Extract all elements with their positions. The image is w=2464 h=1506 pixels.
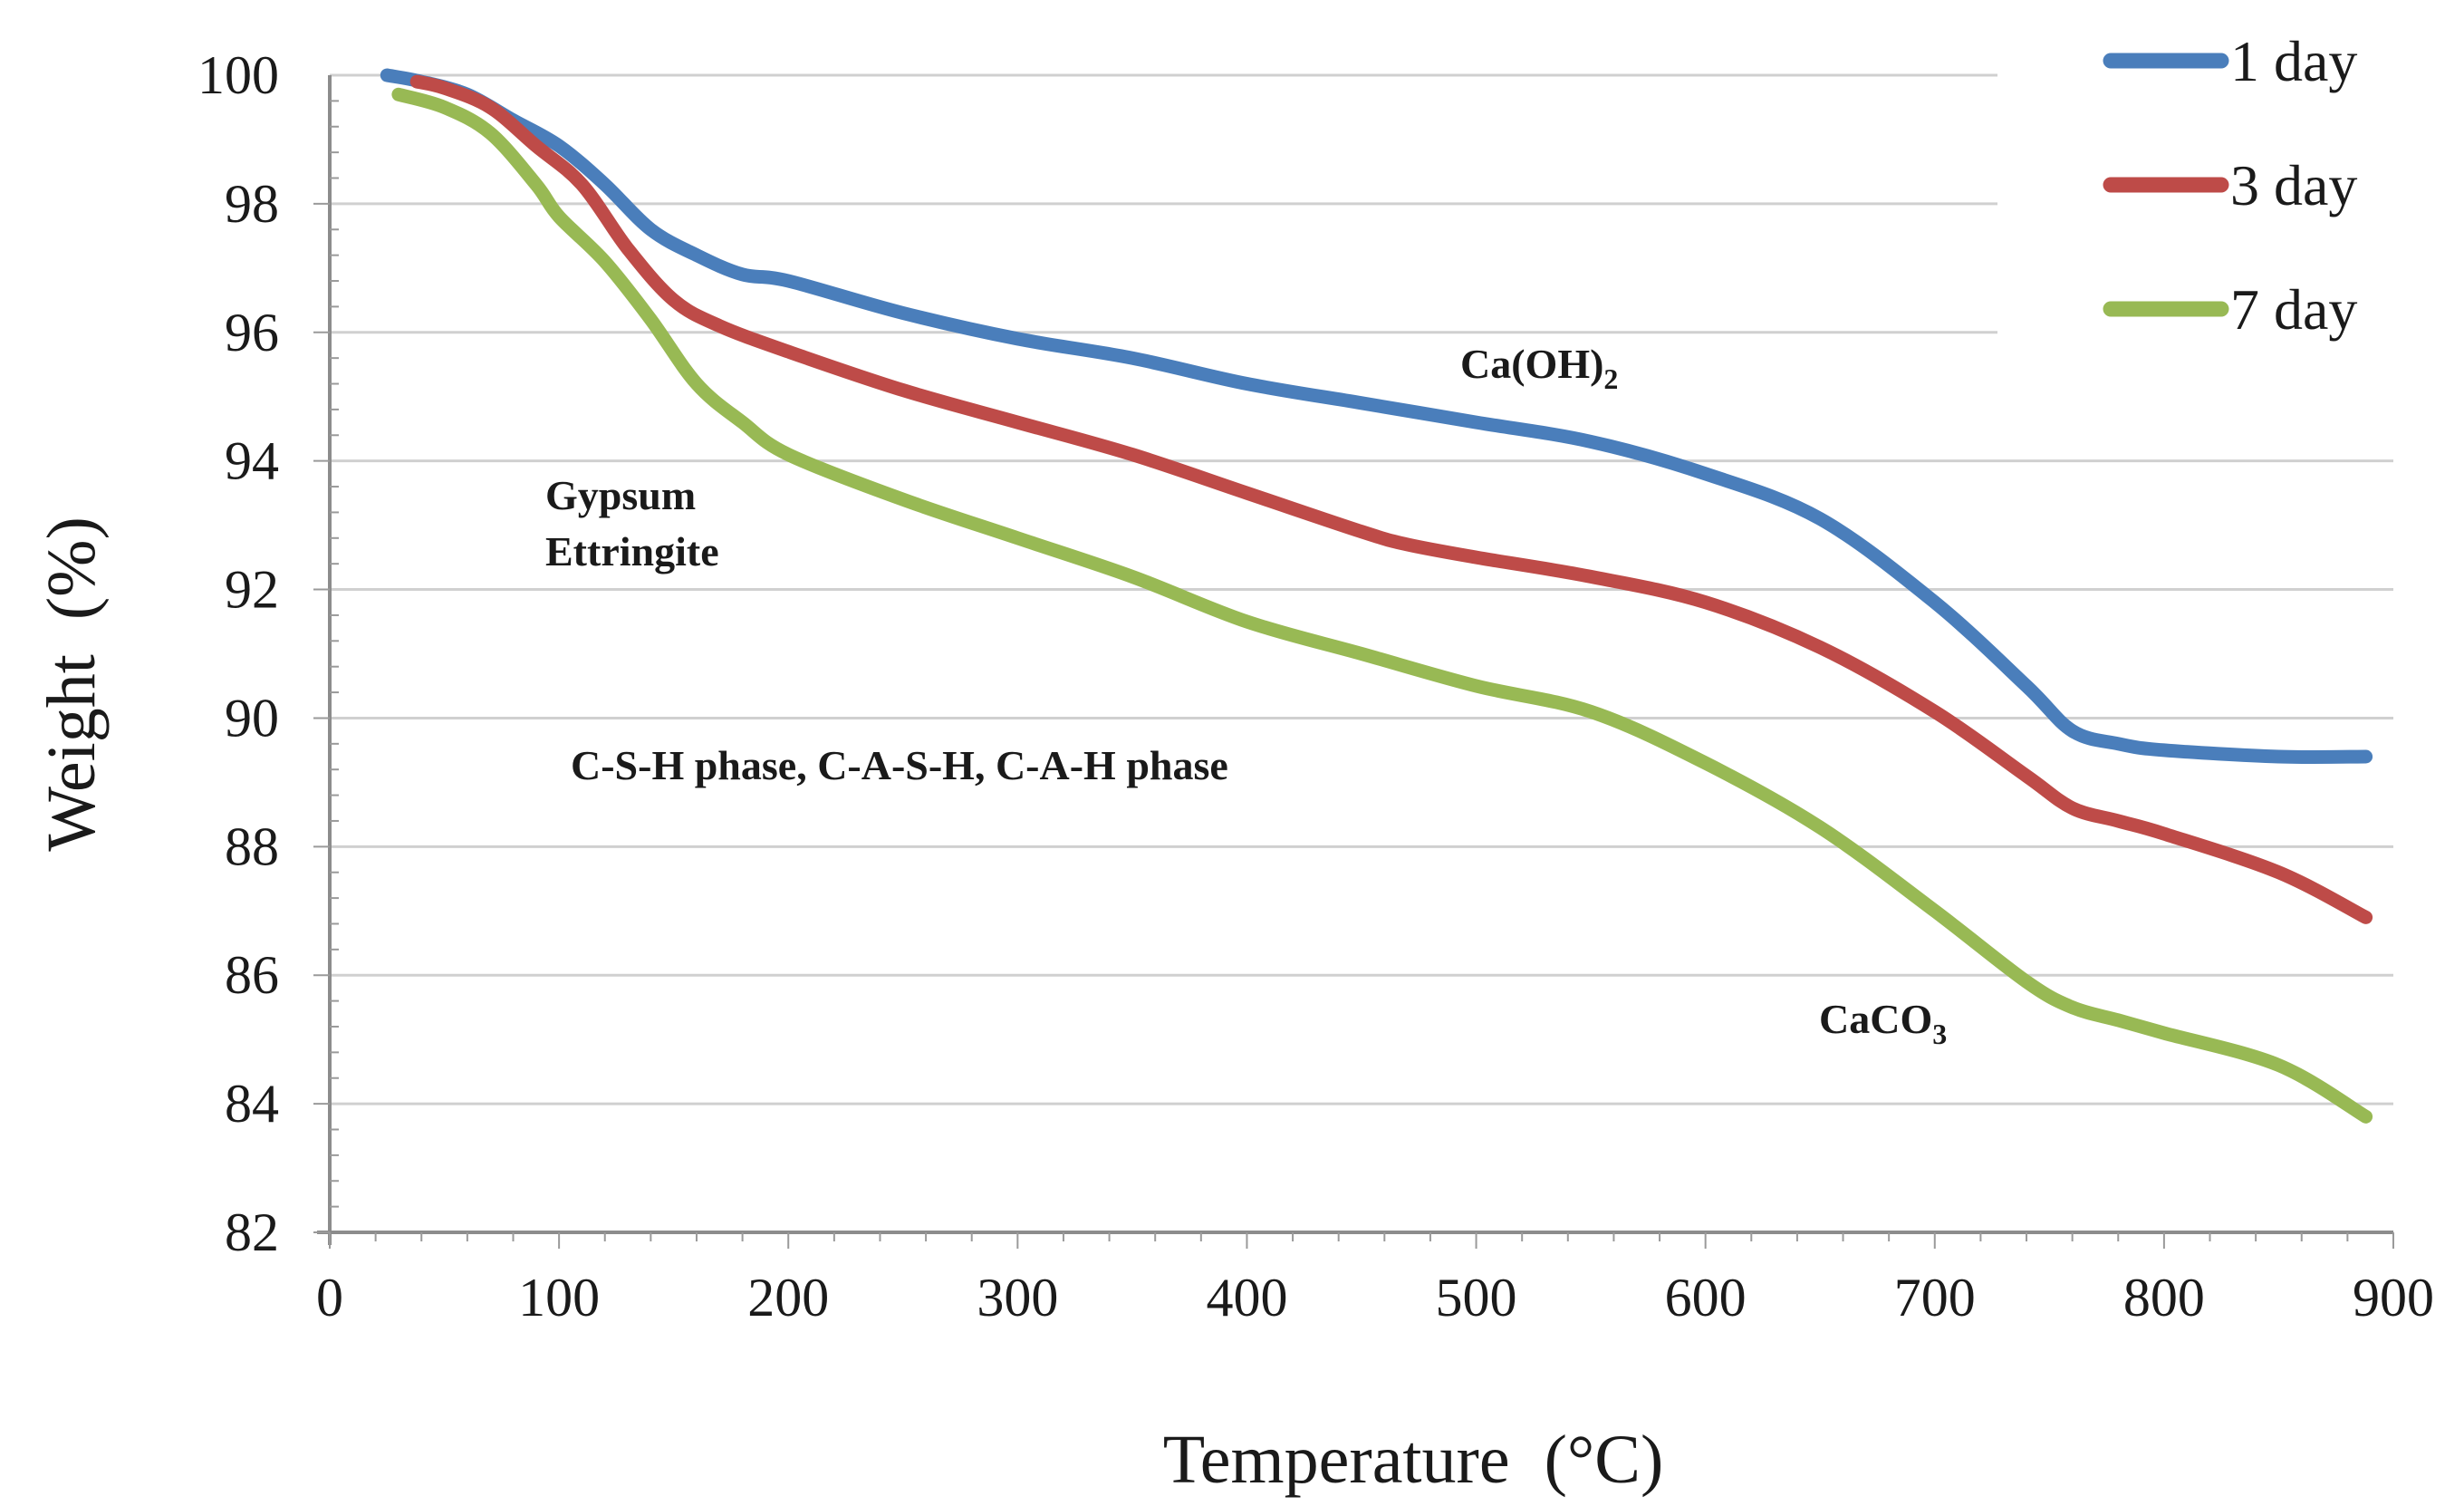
y-tick-label: 90 — [225, 688, 279, 748]
series-line-3-day — [409, 74, 2373, 924]
x-tick-label: 500 — [1436, 1268, 1517, 1327]
series-line-1-day — [380, 68, 2373, 765]
x-tick-label: 600 — [1665, 1268, 1747, 1327]
annotation-caoh2-text: Ca(OH) — [1460, 341, 1603, 387]
annotation-caoh2: Ca(OH)2 — [1460, 341, 1618, 395]
annotation-caco3: CaCO3 — [1819, 996, 1947, 1050]
x-tick-label: 800 — [2123, 1268, 2205, 1327]
annotation-ettringite: Ettringite — [545, 528, 719, 574]
y-tick-label: 92 — [225, 560, 279, 620]
gridlines — [330, 73, 2393, 1105]
annotation-caco3-sub: 3 — [1932, 1018, 1947, 1050]
annotation-caco3-text: CaCO — [1819, 996, 1932, 1042]
y-tick-label: 96 — [225, 303, 279, 362]
axes — [317, 75, 2393, 1245]
x-tick-label: 100 — [518, 1268, 600, 1327]
x-tick-label: 200 — [747, 1268, 829, 1327]
series-lines — [380, 68, 2373, 1124]
x-axis-title: Temperature (°C) — [1163, 1422, 1664, 1498]
series-line-7-day — [391, 87, 2373, 1124]
y-tick-label: 84 — [225, 1074, 279, 1134]
x-tick-label: 900 — [2353, 1268, 2434, 1327]
annotations: Ca(OH)2 Gypsum Ettringite C-S-H phase, C… — [545, 341, 1947, 1050]
minor-ticks — [313, 100, 2394, 1249]
x-tick-label: 0 — [316, 1268, 343, 1327]
legend: 1 day 3 day 7 day — [2103, 29, 2357, 342]
y-axis-title: Weight (%) — [34, 516, 110, 852]
y-tick-label: 86 — [225, 945, 279, 1005]
annotation-caoh2-sub: 2 — [1603, 362, 1618, 395]
x-tick-labels: 0 100 200 300 400 500 600 700 800 900 — [316, 1268, 2434, 1327]
x-tick-label: 700 — [1894, 1268, 1976, 1327]
legend-label-3-day: 3 day — [2230, 153, 2357, 217]
legend-label-1-day: 1 day — [2230, 29, 2357, 93]
x-tick-label: 300 — [977, 1268, 1058, 1327]
annotation-gypsum: Gypsum — [545, 472, 696, 518]
y-tick-label: 82 — [225, 1202, 279, 1262]
y-tick-label: 100 — [197, 45, 279, 105]
y-tick-label: 94 — [225, 431, 279, 491]
y-tick-label: 98 — [225, 174, 279, 234]
y-tick-label: 88 — [225, 816, 279, 876]
x-tick-label: 400 — [1206, 1268, 1287, 1327]
y-tick-labels: 82 84 86 88 90 92 94 96 98 100 — [197, 45, 279, 1262]
legend-label-7-day: 7 day — [2230, 277, 2357, 342]
annotation-csh-phase: C-S-H phase, C-A-S-H, C-A-H phase — [571, 742, 1228, 788]
